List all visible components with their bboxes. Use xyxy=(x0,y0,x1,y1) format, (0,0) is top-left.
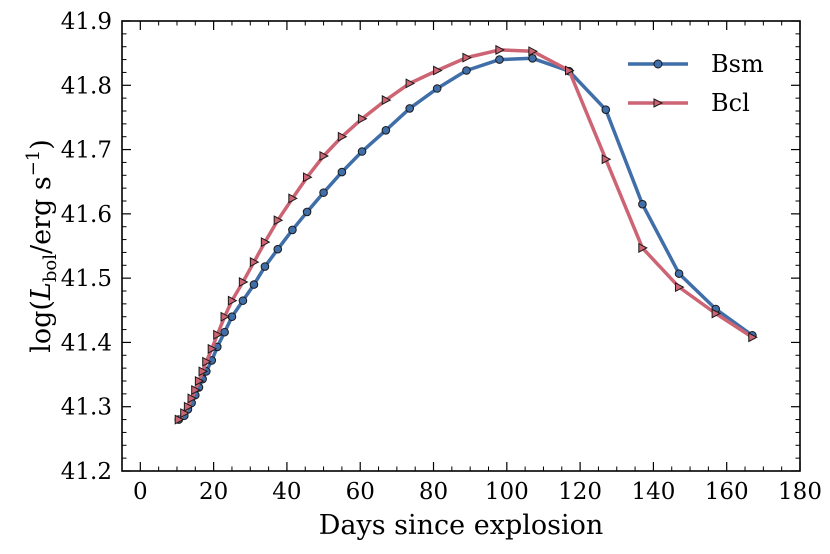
x-tick-label: 160 xyxy=(705,479,749,505)
data-point-bcl xyxy=(273,215,284,226)
x-tick-label: 80 xyxy=(419,479,448,505)
data-point-bsm xyxy=(601,105,611,115)
y-axis-title: log(Lbol/erg s−1) xyxy=(23,139,61,353)
data-point-bcl xyxy=(260,237,271,248)
data-point-bcl xyxy=(194,375,205,387)
series-line-bcl xyxy=(177,48,754,421)
y-axis-title-symbol: L xyxy=(26,282,57,301)
data-point-bsm xyxy=(638,199,647,209)
data-point-bcl xyxy=(183,401,194,412)
data-point-bcl xyxy=(405,78,416,89)
x-tick-label: 40 xyxy=(272,479,301,505)
data-point-bcl xyxy=(337,131,348,142)
y-axis-title-unit: /erg s xyxy=(26,176,57,254)
plot-frame xyxy=(121,20,801,472)
data-point-bsm xyxy=(273,244,283,254)
x-tick-label: 140 xyxy=(631,479,675,505)
x-tick-label: 60 xyxy=(346,479,375,505)
data-point-bcl xyxy=(227,295,238,306)
y-tick-label: 41.8 xyxy=(61,73,112,99)
y-axis-title-superscript: −1 xyxy=(23,150,44,177)
legend-marker-bsm xyxy=(653,59,663,69)
data-point-bcl xyxy=(198,366,209,377)
data-point-bsm xyxy=(260,262,270,271)
y-axis-title-subscript: bol xyxy=(40,254,61,282)
data-point-bsm xyxy=(288,225,297,235)
tick-labels: 0 20 40 60 80 100 120 140 160 180 41.2 41.3 41.4 41.5… xyxy=(61,9,822,505)
y-tick-label: 41.4 xyxy=(61,330,112,356)
data-point-bcl xyxy=(213,329,223,340)
y-tick-label: 41.7 xyxy=(61,138,112,164)
data-point-bcl xyxy=(187,393,198,404)
data-point-bsm xyxy=(302,207,312,217)
series-layer xyxy=(174,44,758,425)
data-point-bsm xyxy=(319,188,328,197)
x-tick-label: 0 xyxy=(133,479,148,505)
data-point-bsm xyxy=(238,296,248,305)
data-point-bcl xyxy=(249,257,260,268)
data-point-bcl xyxy=(302,172,313,183)
data-point-bcl xyxy=(319,150,330,162)
x-axis-title: Days since explosion xyxy=(319,510,604,541)
x-tick-label: 120 xyxy=(558,479,602,505)
legend: Bsm Bcl xyxy=(628,50,764,117)
legend-label-bcl: Bcl xyxy=(711,89,750,117)
legend-item-bcl: Bcl xyxy=(628,89,750,117)
data-point-bcl xyxy=(711,308,722,319)
y-axis-title-prefix: log( xyxy=(26,300,57,353)
data-point-bcl xyxy=(202,356,212,367)
data-point-bsm xyxy=(405,104,414,113)
data-point-bcl xyxy=(674,282,685,293)
data-point-bcl xyxy=(191,384,201,396)
x-tick-label: 100 xyxy=(485,479,529,505)
data-point-bsm xyxy=(432,84,442,93)
data-point-bsm xyxy=(674,269,684,278)
data-point-bsm xyxy=(220,327,229,337)
y-tick-label: 41.5 xyxy=(61,266,112,292)
data-point-bcl xyxy=(638,242,648,253)
tick-marks xyxy=(121,20,801,472)
data-point-bcl xyxy=(174,414,185,425)
data-point-bcl xyxy=(565,65,575,76)
data-point-bcl xyxy=(528,46,538,57)
y-tick-label: 41.3 xyxy=(61,395,112,421)
data-point-bcl xyxy=(207,343,218,354)
data-point-bcl xyxy=(748,332,758,343)
x-tick-label: 20 xyxy=(199,479,228,505)
data-point-bcl xyxy=(433,65,443,76)
data-point-bcl xyxy=(601,154,612,165)
y-axis-title-suffix: ) xyxy=(26,139,57,150)
data-point-bcl xyxy=(357,113,368,124)
data-point-bcl xyxy=(495,44,505,55)
data-point-bcl xyxy=(288,193,298,204)
data-point-bcl xyxy=(220,311,231,322)
legend-label-bsm: Bsm xyxy=(711,50,764,78)
data-point-bsm xyxy=(495,55,504,64)
data-point-bsm xyxy=(462,66,471,75)
data-point-bcl xyxy=(238,276,249,288)
data-point-bsm xyxy=(528,53,537,63)
data-point-bsm xyxy=(357,147,367,156)
data-point-bsm xyxy=(381,125,391,135)
data-point-bsm xyxy=(337,167,347,177)
y-tick-label: 41.6 xyxy=(61,202,112,228)
y-tick-label: 41.9 xyxy=(61,9,112,35)
y-tick-label: 41.2 xyxy=(61,459,112,485)
legend-marker-bcl xyxy=(653,98,664,108)
legend-item-bsm: Bsm xyxy=(628,50,764,78)
data-point-bcl xyxy=(462,52,472,63)
x-tick-label: 180 xyxy=(778,479,822,505)
data-point-bsm xyxy=(249,280,259,289)
data-point-bcl xyxy=(381,95,392,106)
